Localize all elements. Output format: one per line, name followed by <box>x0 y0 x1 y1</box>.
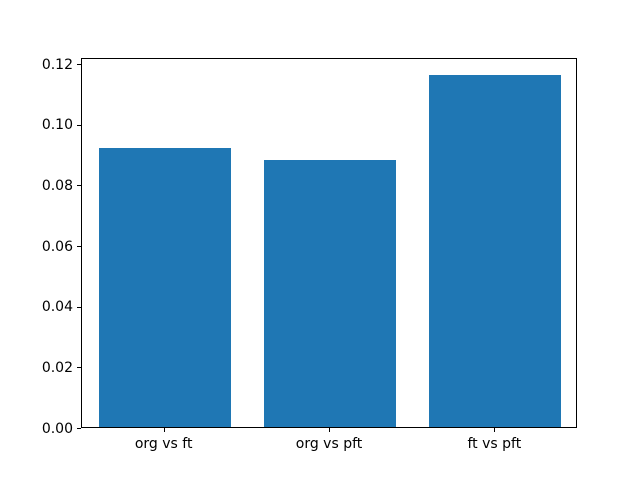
x-tick-mark <box>494 428 496 432</box>
x-tick-mark <box>163 428 165 432</box>
bar-ft-vs-pft <box>429 75 562 427</box>
y-axis-tick-label: 0.00 <box>41 420 73 437</box>
y-axis-tick-label: 0.06 <box>41 238 73 255</box>
y-axis-tick-label: 0.08 <box>41 177 73 194</box>
x-tick-mark <box>329 428 330 432</box>
y-tick-mark <box>77 185 81 187</box>
y-axis-tick-label: 0.12 <box>41 56 73 73</box>
x-axis-tick-label: org vs pft <box>295 436 363 452</box>
x-axis-tick-label: ft vs pft <box>467 436 522 452</box>
y-tick-mark <box>77 124 81 126</box>
y-axis-tick-label: 0.02 <box>41 359 73 376</box>
bar-org-vs-ft <box>98 147 231 427</box>
y-tick-mark <box>77 367 81 369</box>
plot-area <box>81 58 577 428</box>
x-axis-tick-label: org vs ft <box>134 436 193 452</box>
y-tick-mark <box>77 428 81 429</box>
y-tick-mark <box>77 246 81 248</box>
bar-org-vs-pft <box>263 160 397 427</box>
y-axis-tick-label: 0.04 <box>41 299 73 316</box>
y-tick-mark <box>77 306 81 308</box>
y-axis-tick-label: 0.10 <box>41 117 73 134</box>
y-tick-mark <box>77 64 81 66</box>
